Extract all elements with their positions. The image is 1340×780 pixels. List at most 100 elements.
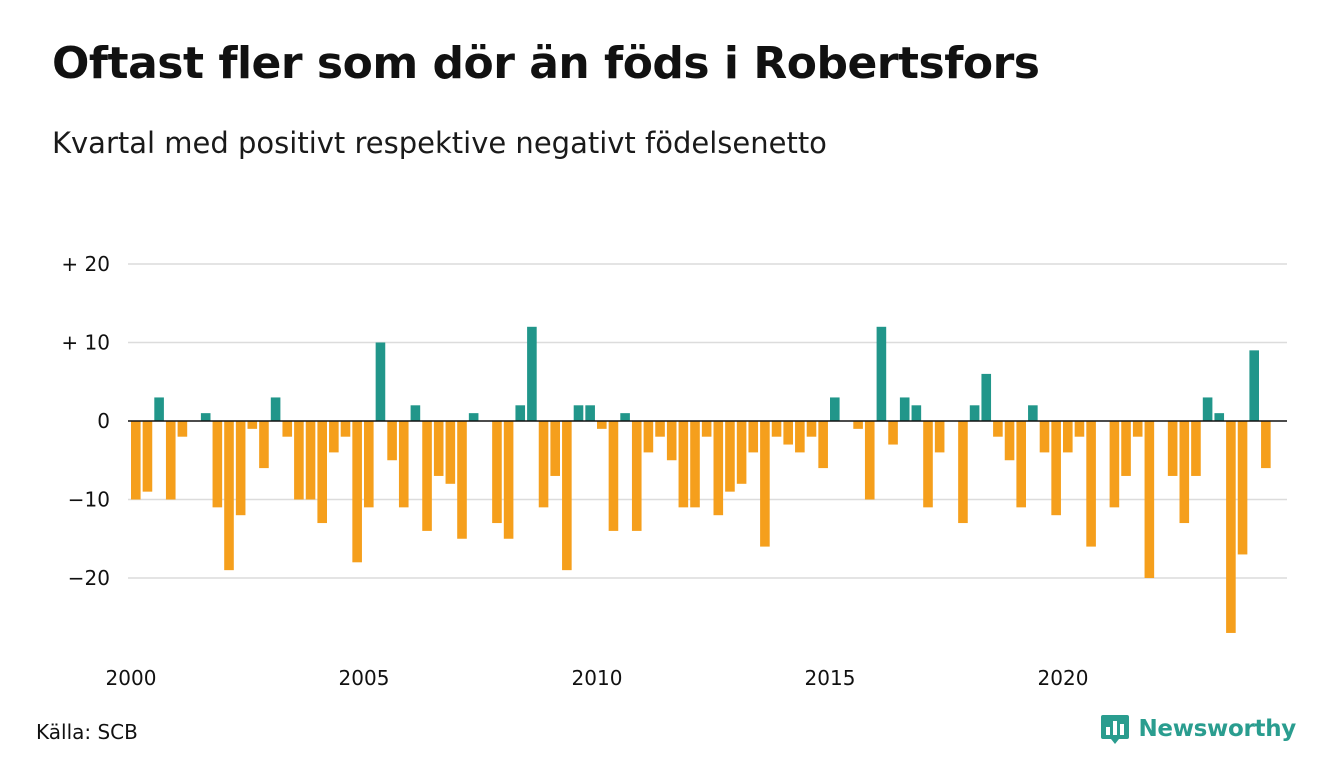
bar — [200, 413, 211, 421]
bar — [1237, 421, 1248, 555]
x-tick-label: 2015 — [805, 666, 856, 690]
bar — [142, 421, 153, 492]
bar — [492, 421, 502, 524]
bar — [1004, 421, 1015, 461]
bar — [864, 421, 875, 500]
bar — [597, 421, 607, 429]
source-note: Källa: SCB — [36, 720, 138, 744]
x-tick-label: 2020 — [1038, 666, 1089, 690]
bar — [1249, 350, 1259, 421]
bar — [806, 421, 817, 437]
brand-logo: Newsworthy — [1100, 712, 1296, 746]
newsworthy-logo-icon — [1101, 715, 1130, 744]
y-tick-label: + 10 — [61, 331, 110, 355]
bar — [165, 421, 176, 500]
bar — [538, 421, 549, 508]
bar — [795, 421, 805, 453]
bar — [1132, 421, 1143, 437]
bar — [725, 421, 735, 492]
bar — [771, 421, 782, 437]
bar — [981, 373, 992, 421]
bar — [468, 413, 479, 421]
bar-chart: + 20 + 10 0 −10 −20 2000 2005 2010 2015 2020 — [61, 252, 1287, 690]
y-tick-label: −10 — [68, 488, 110, 512]
bar — [1191, 421, 1201, 476]
bar — [1121, 421, 1131, 476]
y-axis-ticks: + 20 + 10 0 −10 −20 — [61, 252, 110, 590]
bar — [282, 421, 293, 437]
bars — [131, 326, 1271, 633]
bar — [830, 397, 840, 421]
x-tick-label: 2005 — [339, 666, 390, 690]
bar — [457, 421, 467, 539]
x-tick-label: 2010 — [572, 666, 623, 690]
bar — [294, 421, 304, 500]
bar — [585, 405, 595, 421]
bar — [177, 421, 188, 437]
y-tick-label: −20 — [68, 566, 110, 590]
bar — [876, 326, 887, 421]
bar — [247, 421, 258, 429]
bar — [888, 421, 898, 445]
bar — [235, 421, 246, 516]
bar — [643, 421, 654, 453]
bar — [655, 421, 665, 437]
bar — [701, 421, 712, 437]
bar — [1109, 421, 1120, 508]
bar — [1016, 421, 1026, 508]
bar — [1261, 421, 1271, 469]
bar — [1226, 421, 1236, 633]
bar — [631, 421, 642, 531]
bar — [515, 405, 526, 421]
y-tick-label: + 20 — [61, 252, 110, 276]
bar — [573, 405, 584, 421]
chart-subtitle: Kvartal med positivt respektive negativt… — [52, 126, 827, 160]
bar — [259, 421, 269, 469]
bar — [154, 397, 164, 421]
x-axis-ticks: 2000 2005 2010 2015 2020 — [106, 666, 1089, 690]
bar — [923, 421, 933, 508]
bar — [760, 421, 770, 547]
bar — [317, 421, 327, 524]
bar — [352, 421, 362, 563]
bar — [690, 421, 700, 508]
bar — [1144, 421, 1155, 578]
bar — [224, 421, 234, 571]
bar — [1214, 413, 1225, 421]
bar — [1202, 397, 1213, 421]
x-tick-label: 2000 — [106, 666, 157, 690]
bar — [1063, 421, 1073, 453]
bar — [398, 421, 409, 508]
bar — [550, 421, 560, 476]
bar — [958, 421, 968, 524]
bar — [608, 421, 619, 531]
brand-name: Newsworthy — [1138, 716, 1296, 742]
bar — [1086, 421, 1096, 547]
bar — [713, 421, 724, 516]
bar — [1028, 405, 1038, 421]
bar — [305, 421, 316, 500]
bar — [853, 421, 863, 429]
bar — [410, 405, 421, 421]
bar — [375, 342, 386, 421]
bar — [527, 326, 537, 421]
bar — [993, 421, 1003, 437]
y-tick-label: 0 — [97, 409, 110, 433]
bar — [818, 421, 828, 469]
bar — [1039, 421, 1050, 453]
bar — [620, 413, 630, 421]
bar — [387, 421, 397, 461]
bar — [1074, 421, 1085, 437]
bar — [783, 421, 793, 445]
bar — [364, 421, 374, 508]
bar — [422, 421, 432, 531]
bar — [736, 421, 747, 484]
bar — [433, 421, 444, 476]
bar — [445, 421, 456, 484]
bar — [666, 421, 677, 461]
bar — [1167, 421, 1178, 476]
bar — [678, 421, 689, 508]
bar — [911, 405, 922, 421]
bar — [1179, 421, 1190, 524]
bar — [212, 421, 223, 508]
